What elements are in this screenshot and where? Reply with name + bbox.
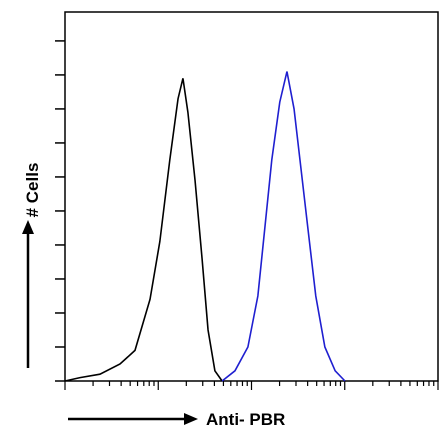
- y-arrow-head: [22, 220, 34, 234]
- x-axis-label: Anti- PBR: [206, 410, 285, 429]
- x-arrow-head: [184, 413, 198, 425]
- histogram-curve: [64, 78, 223, 382]
- histogram-curve: [221, 71, 346, 382]
- y-axis-label: # Cells: [23, 163, 42, 218]
